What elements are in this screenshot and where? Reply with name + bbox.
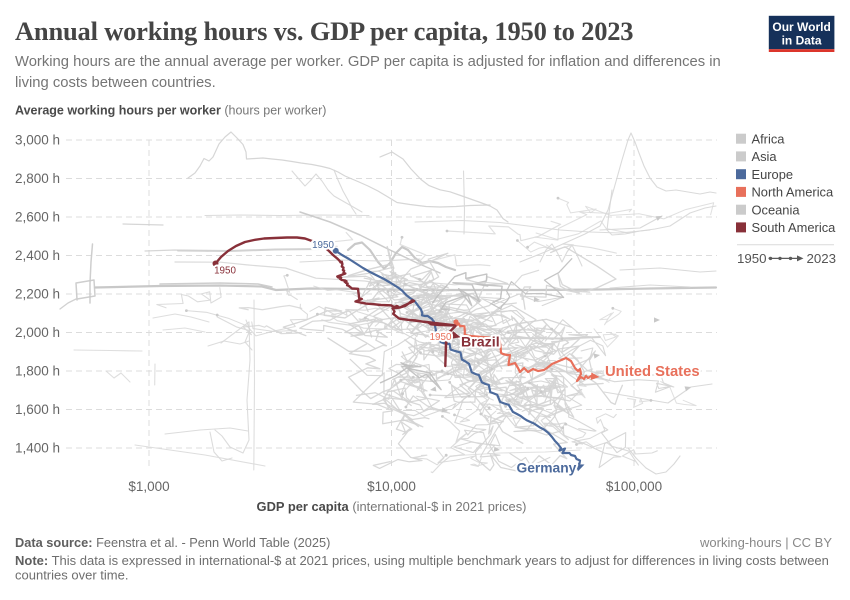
svg-text:Annual working hours vs. GDP p: Annual working hours vs. GDP per capita,… bbox=[15, 16, 633, 46]
svg-text:1,400 h: 1,400 h bbox=[15, 441, 60, 456]
svg-text:2023: 2023 bbox=[807, 251, 837, 266]
svg-text:2,400 h: 2,400 h bbox=[15, 248, 60, 263]
svg-text:GDP per capita (international-: GDP per capita (international-$ in 2021 … bbox=[257, 499, 527, 514]
svg-text:1950: 1950 bbox=[312, 240, 334, 251]
svg-text:United States: United States bbox=[605, 364, 700, 380]
svg-text:Average working hours per work: Average working hours per worker (hours … bbox=[15, 104, 326, 118]
svg-text:countries over time.: countries over time. bbox=[15, 568, 128, 583]
svg-text:working-hours | CC BY: working-hours | CC BY bbox=[699, 535, 832, 550]
svg-text:Our World: Our World bbox=[772, 20, 830, 34]
svg-text:2,000 h: 2,000 h bbox=[15, 325, 60, 340]
svg-text:1950: 1950 bbox=[430, 332, 452, 343]
svg-text:2,800 h: 2,800 h bbox=[15, 171, 60, 186]
svg-text:North America: North America bbox=[752, 185, 834, 200]
svg-text:1950: 1950 bbox=[737, 251, 767, 266]
svg-text:$1,000: $1,000 bbox=[128, 479, 169, 494]
svg-text:Working hours are the annual a: Working hours are the annual average per… bbox=[15, 54, 721, 70]
svg-text:Brazil: Brazil bbox=[461, 335, 500, 351]
svg-text:Asia: Asia bbox=[752, 149, 778, 164]
svg-text:1,800 h: 1,800 h bbox=[15, 364, 60, 379]
svg-text:South America: South America bbox=[752, 220, 837, 235]
svg-text:Note: This data is expressed i: Note: This data is expressed in internat… bbox=[15, 553, 829, 568]
svg-text:Germany: Germany bbox=[517, 461, 577, 476]
svg-text:1,600 h: 1,600 h bbox=[15, 402, 60, 417]
svg-text:living costs between countries: living costs between countries. bbox=[15, 75, 216, 91]
svg-text:Africa: Africa bbox=[752, 131, 786, 146]
svg-text:2,200 h: 2,200 h bbox=[15, 287, 60, 302]
svg-text:1950: 1950 bbox=[214, 266, 236, 277]
svg-text:3,000 h: 3,000 h bbox=[15, 133, 60, 148]
svg-text:$10,000: $10,000 bbox=[367, 479, 416, 494]
svg-text:2,600 h: 2,600 h bbox=[15, 210, 60, 225]
svg-text:Europe: Europe bbox=[752, 167, 794, 182]
svg-text:Data source: Feenstra et al. -: Data source: Feenstra et al. - Penn Worl… bbox=[15, 535, 330, 550]
svg-text:in Data: in Data bbox=[782, 34, 822, 48]
svg-text:Oceania: Oceania bbox=[752, 202, 801, 217]
svg-text:$100,000: $100,000 bbox=[606, 479, 662, 494]
